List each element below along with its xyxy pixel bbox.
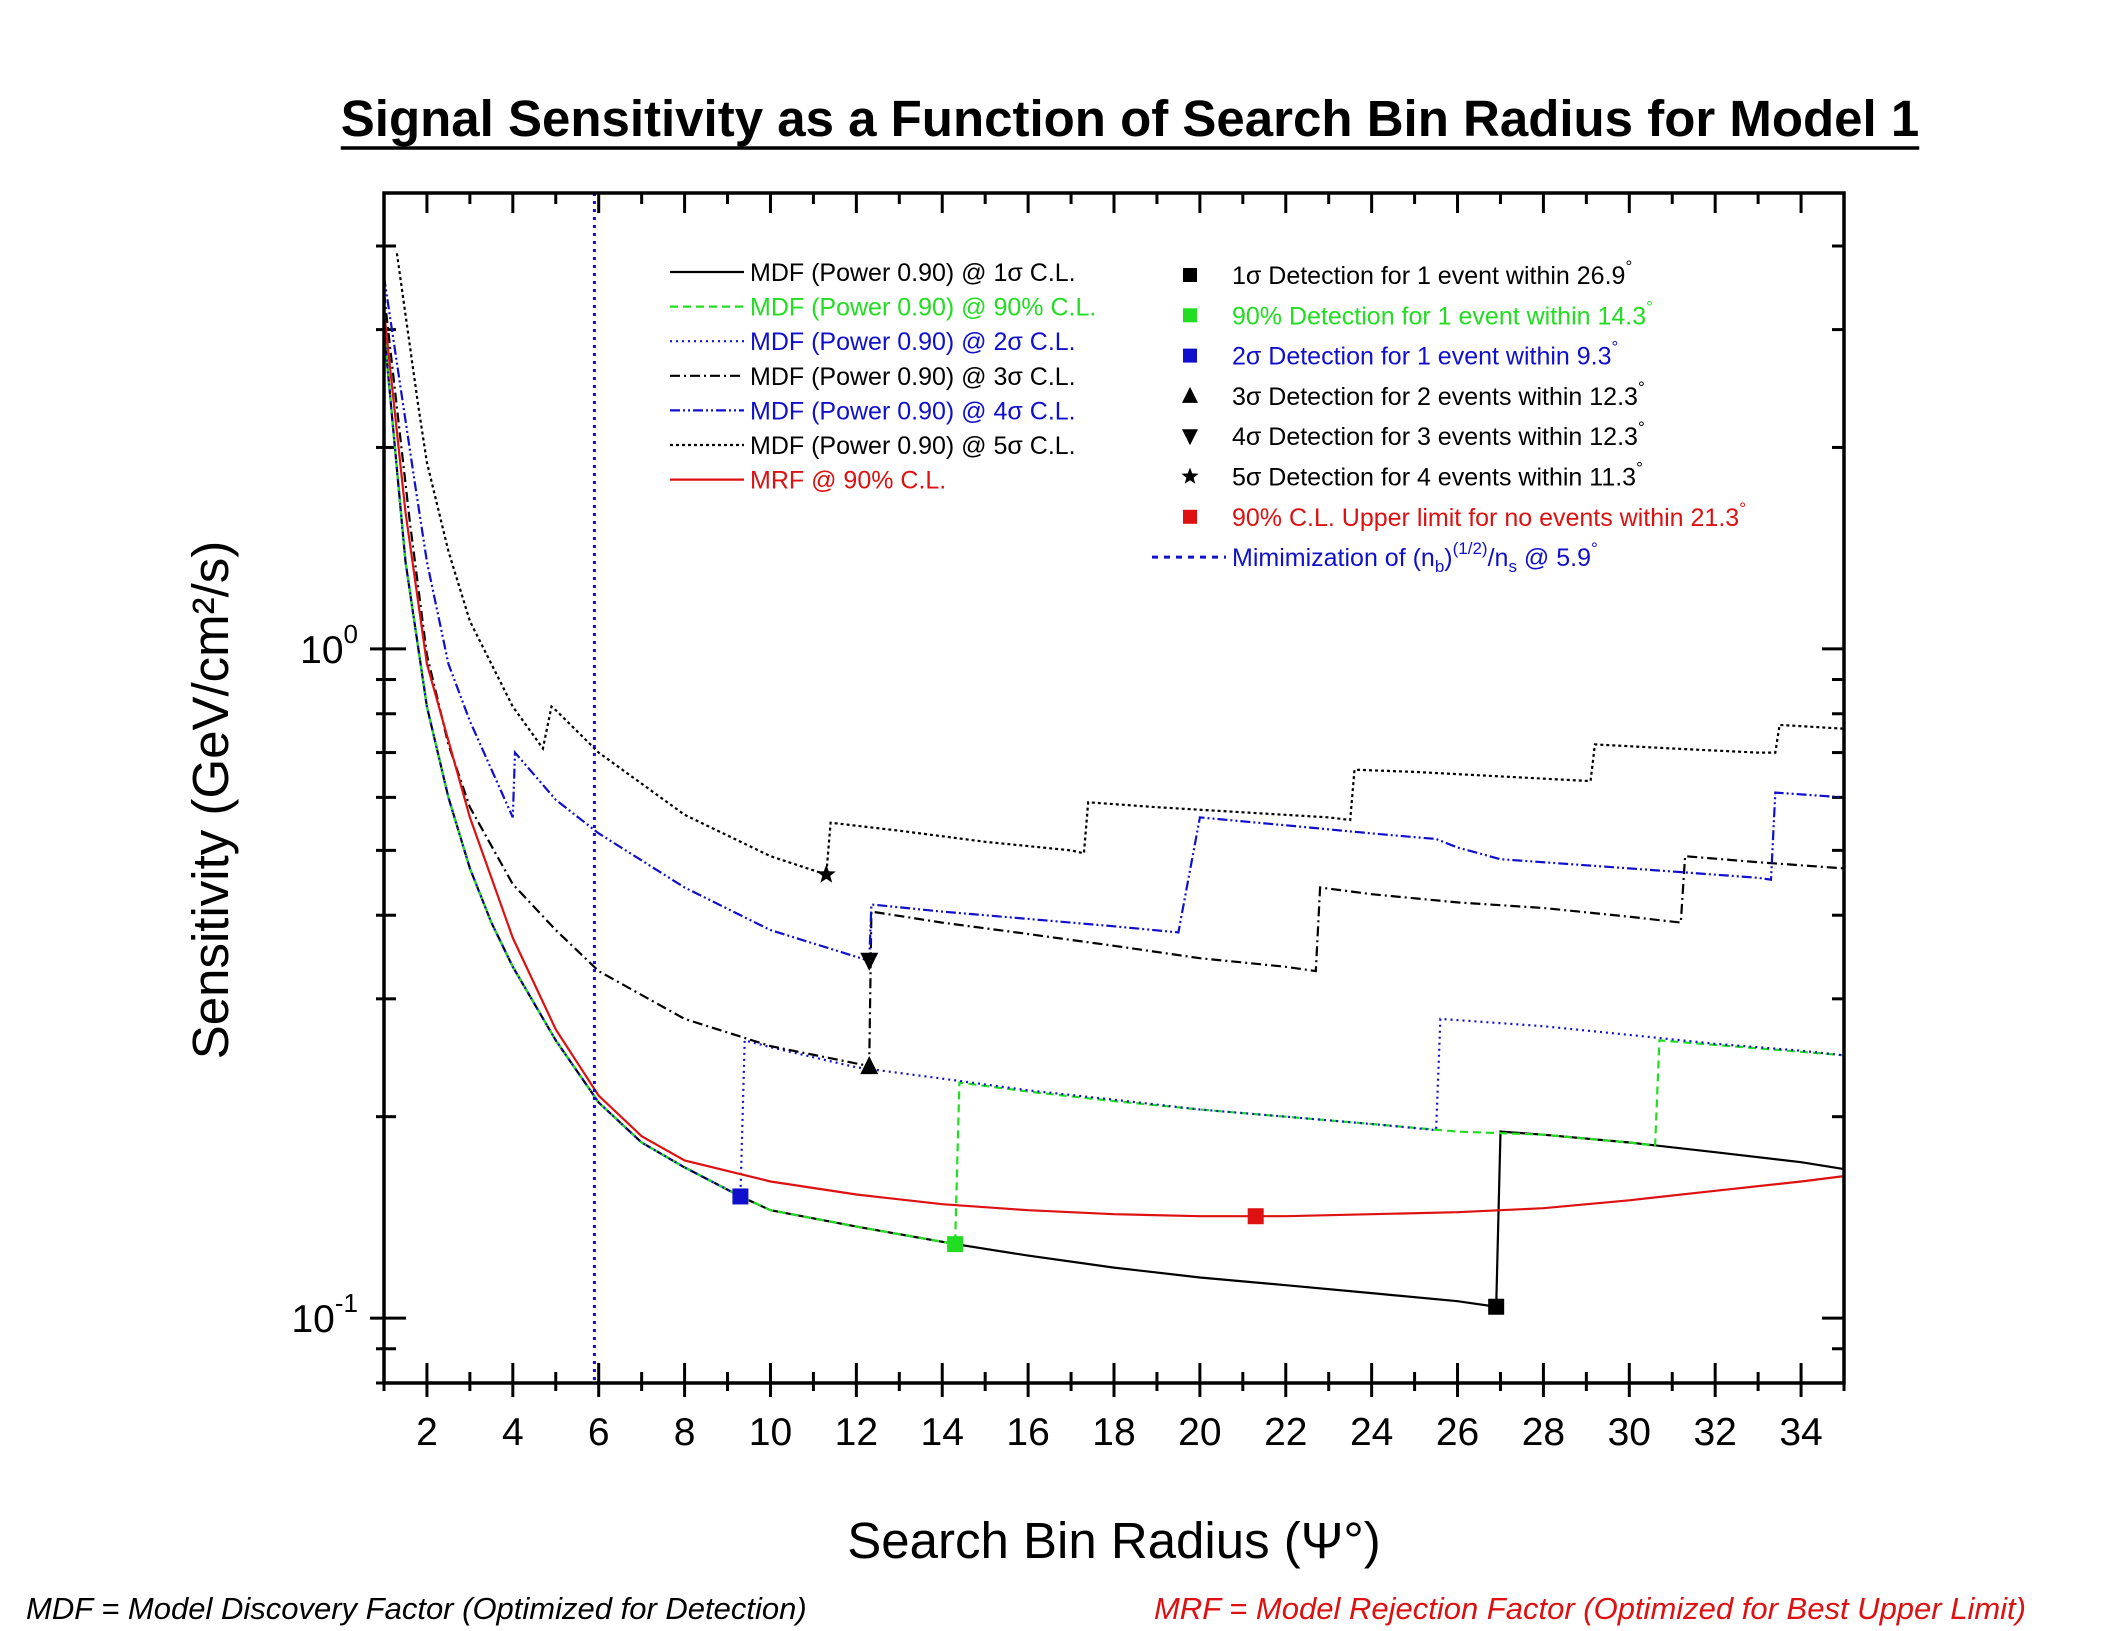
x-tick-label: 32 bbox=[1693, 1411, 1736, 1454]
footnote-mrf: MRF = Model Rejection Factor (Optimized … bbox=[1154, 1591, 2026, 1626]
x-tick-label: 8 bbox=[674, 1411, 696, 1454]
legend-label-4: MDF (Power 0.90) @ 3σ C.L. bbox=[750, 363, 1076, 391]
marker-square-7 bbox=[1247, 1208, 1264, 1225]
series-line-5 bbox=[382, 276, 1845, 963]
legend-marker-4 bbox=[1182, 386, 1198, 403]
legend-marker-2 bbox=[1183, 308, 1197, 323]
series-lines bbox=[382, 193, 1845, 1383]
legend-marker-label-4: 3σ Detection for 2 events within 12.3° bbox=[1232, 378, 1645, 411]
legend-marker-label-1: 1σ Detection for 1 event within 26.9° bbox=[1232, 257, 1632, 290]
x-tick-label: 6 bbox=[588, 1411, 610, 1454]
x-tick-label: 10 bbox=[749, 1411, 792, 1454]
series-line-4 bbox=[382, 293, 1845, 1068]
x-tick-label: 14 bbox=[921, 1411, 964, 1454]
legend-marker-6 bbox=[1181, 467, 1199, 484]
legend-label-7: MRF @ 90% C.L. bbox=[750, 467, 946, 495]
marker-triangle-up-4 bbox=[860, 1056, 879, 1075]
y-axis-label: Sensitivity (GeV/cm²/s) bbox=[182, 541, 239, 1060]
x-tick-label: 30 bbox=[1608, 1411, 1651, 1454]
footnote-mdf: MDF = Model Discovery Factor (Optimized … bbox=[26, 1591, 807, 1626]
legend-marker-label-3: 2σ Detection for 1 event within 9.3° bbox=[1232, 338, 1618, 371]
legend-marker-label-7: 90% C.L. Upper limit for no events withi… bbox=[1232, 499, 1746, 532]
x-tick-label: 22 bbox=[1264, 1411, 1307, 1454]
x-tick-label: 4 bbox=[502, 1411, 524, 1454]
data-markers bbox=[732, 864, 1505, 1315]
legend-marker-label-6: 5σ Detection for 4 events within 11.3° bbox=[1232, 459, 1643, 492]
legend-markers: 1σ Detection for 1 event within 26.9° 90%… bbox=[1152, 257, 1746, 576]
x-tick-label: 2 bbox=[416, 1411, 438, 1454]
series-line-7 bbox=[382, 310, 1845, 1218]
y-tick-label: 10-1 bbox=[291, 1288, 358, 1341]
x-tick-label: 12 bbox=[835, 1411, 878, 1454]
x-tick-label: 28 bbox=[1522, 1411, 1565, 1454]
series-line-2 bbox=[382, 329, 1845, 1246]
legend-lines: MDF (Power 0.90) @ 1σ C.L. MDF (Power 0.9… bbox=[670, 259, 1096, 495]
x-tick-label: 34 bbox=[1779, 1411, 1822, 1454]
legend-label-1: MDF (Power 0.90) @ 1σ C.L. bbox=[750, 259, 1076, 287]
series-line-6 bbox=[395, 253, 1845, 877]
legend-label-2: MDF (Power 0.90) @ 90% C.L. bbox=[750, 294, 1096, 322]
legend-marker-1 bbox=[1183, 268, 1197, 282]
legend-label-5: MDF (Power 0.90) @ 4σ C.L. bbox=[750, 397, 1076, 425]
x-tick-label: 24 bbox=[1350, 1411, 1393, 1454]
legend-marker-7 bbox=[1183, 509, 1197, 524]
marker-triangle-down-5 bbox=[860, 952, 879, 971]
chart-title: Signal Sensitivity as a Function of Sear… bbox=[341, 90, 1919, 147]
marker-square-1 bbox=[1488, 1298, 1505, 1315]
tick-marks bbox=[370, 193, 1846, 1397]
marker-square-3 bbox=[732, 1188, 749, 1205]
x-tick-label: 16 bbox=[1006, 1411, 1049, 1454]
plot-frame bbox=[382, 191, 1846, 1385]
legend-vline-label: Mimimization of (nb)(1/2)/ns @ 5.9° bbox=[1232, 539, 1598, 576]
legend-label-6: MDF (Power 0.90) @ 5σ C.L. bbox=[750, 432, 1076, 460]
x-axis-label: Search Bin Radius (Ψ°) bbox=[847, 1512, 1381, 1569]
x-tick-label: 18 bbox=[1092, 1411, 1135, 1454]
legend-label-3: MDF (Power 0.90) @ 2σ C.L. bbox=[750, 328, 1076, 356]
marker-star-6 bbox=[816, 864, 836, 883]
marker-square-2 bbox=[947, 1236, 964, 1253]
legend-marker-3 bbox=[1183, 348, 1197, 363]
series-line-3 bbox=[382, 329, 1845, 1199]
x-tick-label: 20 bbox=[1178, 1411, 1221, 1454]
legend-marker-label-5: 4σ Detection for 3 events within 12.3° bbox=[1232, 418, 1645, 451]
legend-marker-label-2: 90% Detection for 1 event within 14.3° bbox=[1232, 297, 1653, 330]
x-tick-label: 26 bbox=[1436, 1411, 1479, 1454]
legend-marker-5 bbox=[1182, 429, 1198, 446]
y-tick-label: 100 bbox=[300, 619, 358, 672]
